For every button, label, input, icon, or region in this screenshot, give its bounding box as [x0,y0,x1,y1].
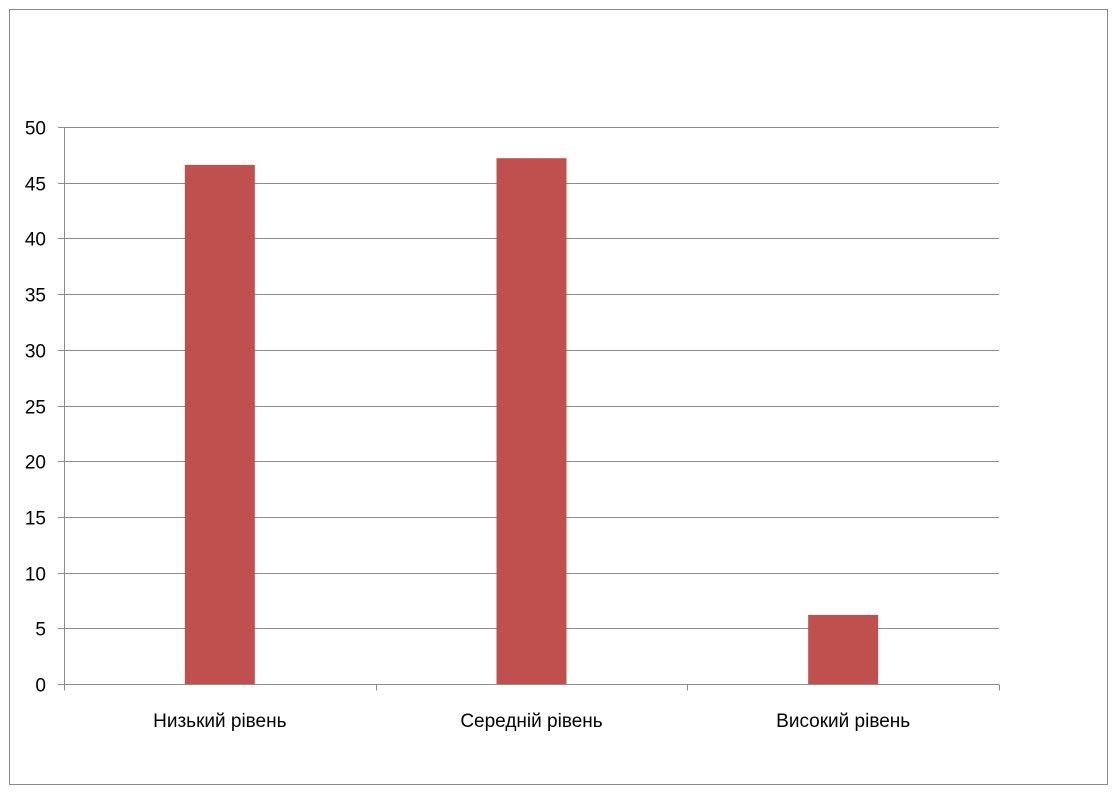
bars [184,158,879,685]
x-category-label: Високий рівень [776,711,910,732]
bar-2 [496,158,567,684]
bar-1 [184,164,255,685]
x-axis [64,127,1000,691]
y-axis-ticks: 0 5 10 15 20 25 30 35 40 45 50 [25,119,64,697]
y-tick-label: 10 [25,565,46,586]
y-tick-label: 15 [25,509,46,530]
y-tick-label: 25 [25,398,46,419]
y-tick-label: 45 [25,175,46,196]
y-tick-label: 0 [35,676,46,697]
y-tick-label: 40 [25,230,46,251]
y-tick-label: 5 [35,620,46,641]
x-category-label: Низький рівень [153,711,286,732]
bar-3 [808,614,879,684]
x-category-label: Середній рівень [460,711,602,732]
y-tick-label: 30 [25,342,46,363]
y-tick-label: 50 [25,119,46,140]
x-axis-labels: Низький рівень Середній рівень Високий рів… [153,711,910,732]
y-tick-label: 35 [25,286,46,307]
y-tick-label: 20 [25,453,46,474]
